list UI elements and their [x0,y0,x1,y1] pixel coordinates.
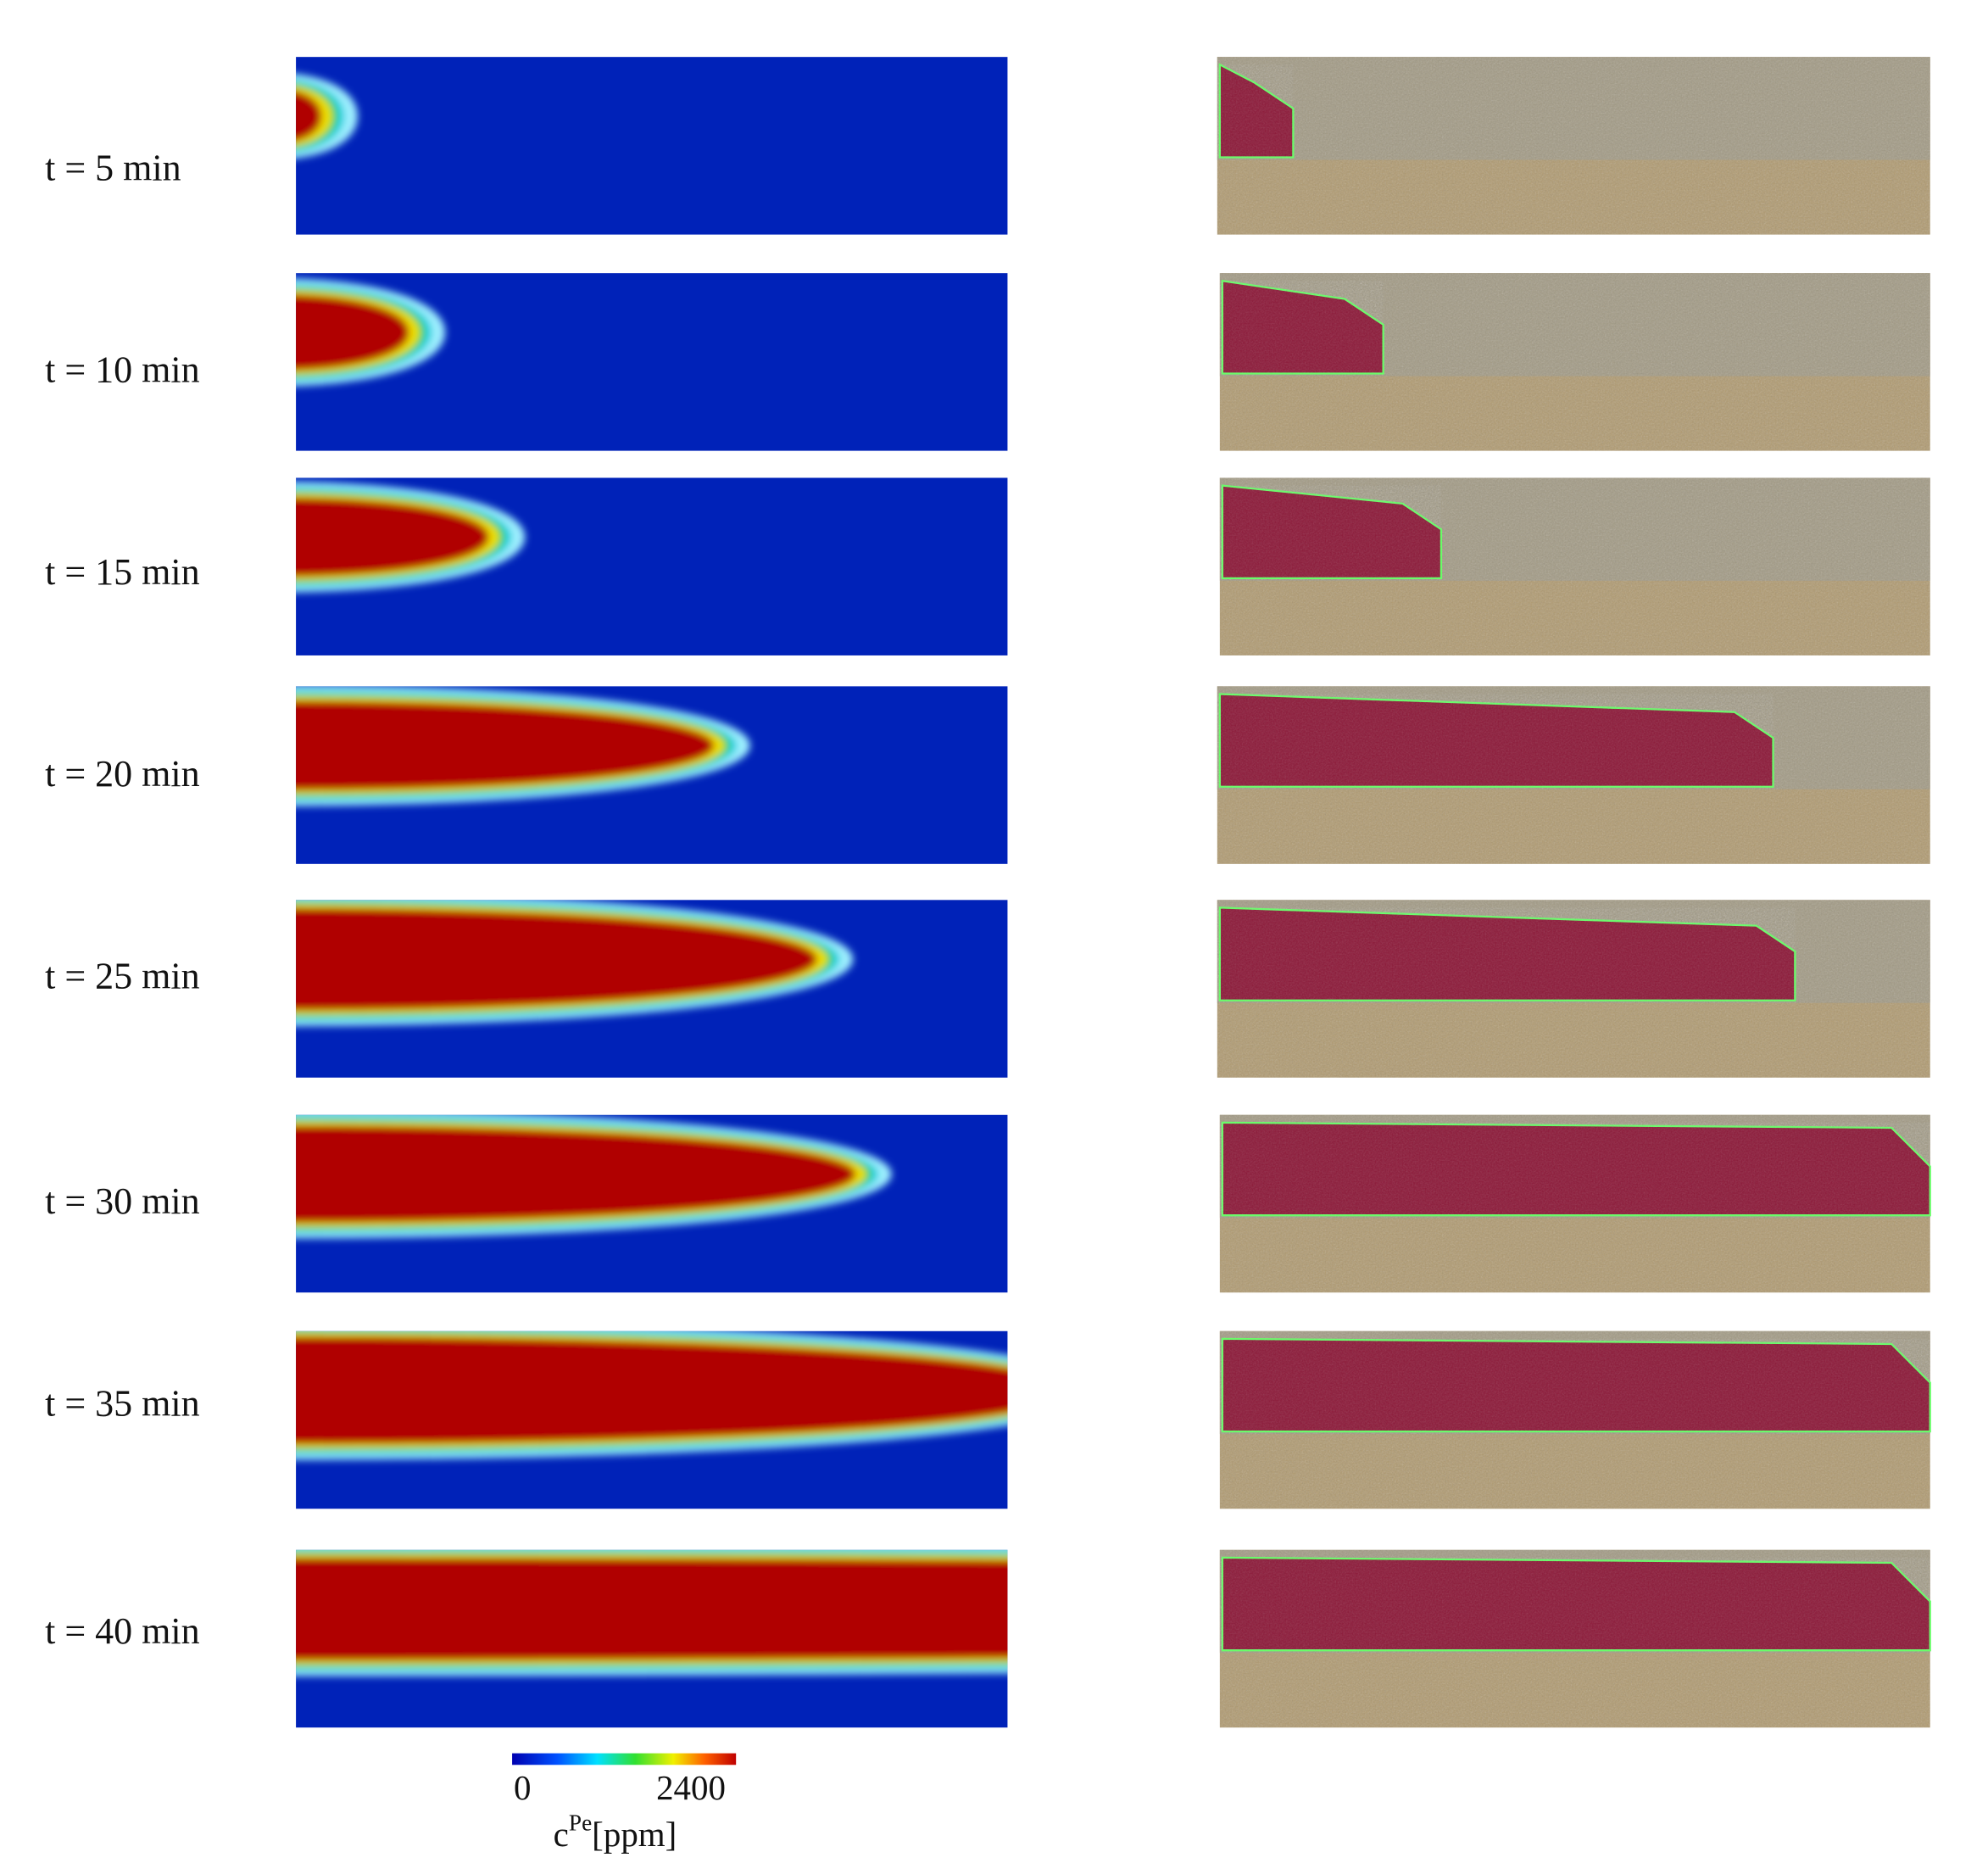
row: t = 15 min [45,477,1930,655]
plume-grain [1217,907,1796,1001]
colorbar-gradient [512,1753,737,1765]
plume-simulated [296,74,358,159]
colorbar: 0 2400 cPe[ppm] [512,1753,737,1854]
colorbar-min: 0 [514,1768,531,1807]
plume-grain [1219,281,1384,374]
colorbar-max: 2400 [656,1768,726,1807]
plume-layer [296,907,817,1011]
unit: [ppm] [592,1815,677,1854]
plume-layer [296,1336,1008,1445]
plume-layer [296,91,322,142]
plume-simulated [296,1330,1008,1460]
plume-grain [1219,1557,1930,1651]
plume-grain [1219,1122,1930,1216]
plume-simulated [296,482,526,593]
plume-layer [296,294,409,371]
plume-simulated [296,1549,1008,1676]
plume-simulated [296,686,750,806]
colorbar-label: cPe[ppm] [554,1810,677,1854]
plume-layer [296,700,715,791]
plume-simulated [296,900,854,1026]
time-label: t = 25 min [45,956,200,997]
plume-layer [296,1557,1008,1661]
time-label: t = 5 min [45,147,181,188]
simulation-panel [296,57,1008,235]
plume-grain [1217,694,1774,787]
photo-grain [1217,57,1930,235]
row: t = 30 min [45,1114,1931,1293]
plume-grain [1219,485,1441,578]
time-label: t = 15 min [45,551,200,593]
time-label: t = 20 min [45,753,200,795]
plume-layer [296,1124,856,1224]
row: t = 40 min [45,1549,1931,1728]
plume-layer [296,497,489,577]
plume-simulated [296,1114,892,1239]
plume-grain [1217,64,1294,158]
row: t = 25 min [45,900,1930,1078]
row: t = 35 min [45,1330,1931,1509]
time-label: t = 40 min [45,1610,200,1652]
plume-simulated [296,278,446,387]
plume-grain [1219,1338,1930,1432]
row: t = 10 min [45,273,1930,451]
symbol: c [554,1815,569,1854]
time-label: t = 35 min [45,1382,200,1424]
superscript: Pe [569,1810,592,1836]
row: t = 5 min [45,57,1930,235]
row: t = 20 min [45,686,1930,864]
rows: t = 5 min t = 10 min t = 15 min t = 20 min t… [45,57,1931,1728]
time-label: t = 10 min [45,349,200,391]
time-label: t = 30 min [45,1180,200,1222]
